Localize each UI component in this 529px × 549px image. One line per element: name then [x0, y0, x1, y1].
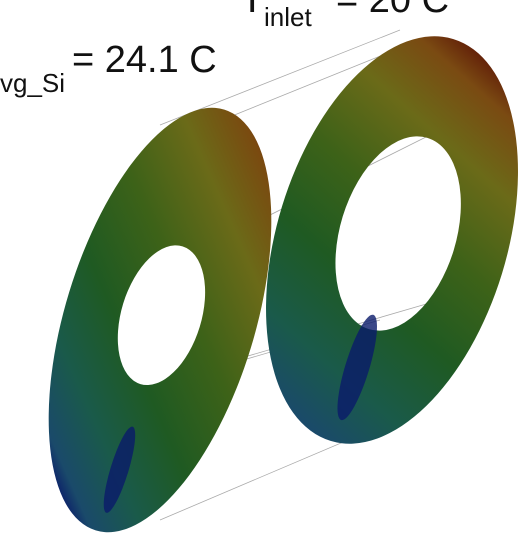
subscript: inlet: [264, 2, 312, 32]
label-avg: vg_Si = 24.1 C: [0, 39, 217, 98]
label-inlet: T inlet = 20 C: [240, 0, 449, 32]
render: T inlet = 20 C vg_Si = 24.1 C: [0, 0, 529, 549]
value: = 24.1 C: [72, 39, 217, 81]
symbol: T: [240, 0, 264, 21]
value: = 20 C: [336, 0, 449, 21]
page: T inlet = 20 C vg_Si = 24.1 C (() => { c…: [0, 0, 529, 549]
subscript: vg_Si: [0, 68, 65, 98]
